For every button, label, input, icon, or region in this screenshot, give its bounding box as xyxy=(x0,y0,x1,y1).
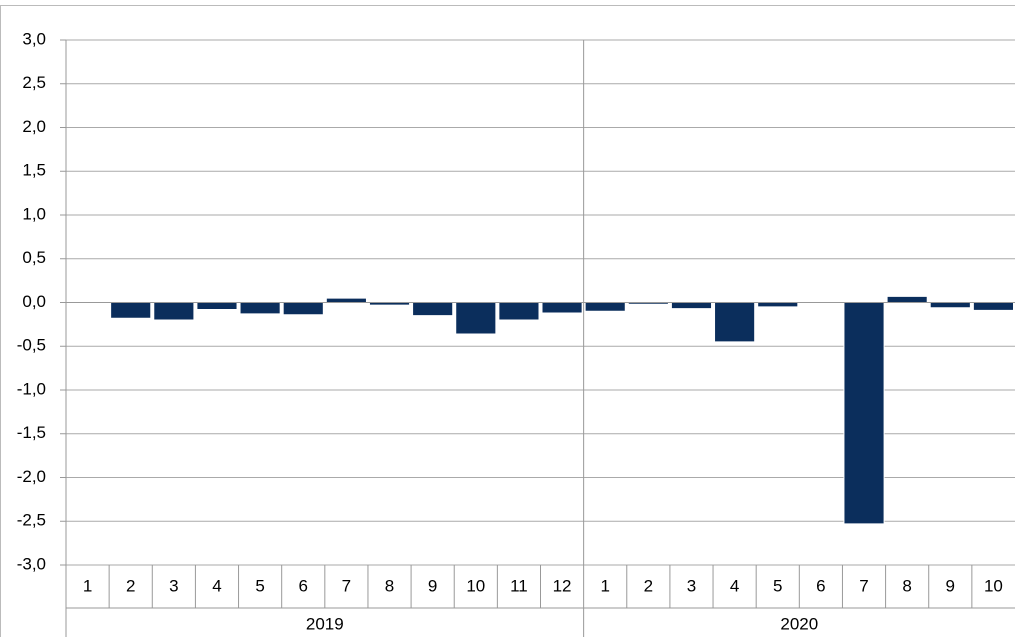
x-tick-label: 1 xyxy=(83,576,92,595)
x-tick-label: 4 xyxy=(212,576,221,595)
x-tick-label: 6 xyxy=(816,576,825,595)
x-tick-label: 6 xyxy=(299,576,308,595)
x-tick-label: 5 xyxy=(773,576,782,595)
bar xyxy=(239,302,281,315)
chart-frame xyxy=(0,5,1015,637)
x-tick-label: 3 xyxy=(169,576,178,595)
group-label: 2020 xyxy=(780,614,818,633)
group-label: 2019 xyxy=(306,614,344,633)
y-tick-label: 1,0 xyxy=(22,204,46,223)
bar xyxy=(196,302,238,310)
y-tick-label: 2,5 xyxy=(22,73,46,92)
y-tick-label: 0,5 xyxy=(22,248,46,267)
y-tick-label: -1,5 xyxy=(17,423,46,442)
bar xyxy=(972,302,1015,311)
x-tick-label: 10 xyxy=(466,576,485,595)
x-tick-label: 8 xyxy=(385,576,394,595)
x-tick-label: 5 xyxy=(255,576,264,595)
bar xyxy=(455,302,497,335)
x-tick-label: 7 xyxy=(342,576,351,595)
bar xyxy=(282,302,324,316)
bar xyxy=(929,302,971,309)
bar xyxy=(757,302,799,308)
bar xyxy=(584,302,626,312)
x-tick-label: 11 xyxy=(510,576,528,595)
y-tick-label: 2,0 xyxy=(22,117,46,136)
bar xyxy=(153,302,195,321)
x-tick-label: 2 xyxy=(644,576,653,595)
bar xyxy=(714,302,756,343)
bar xyxy=(886,295,928,303)
y-tick-label: -0,5 xyxy=(17,336,46,355)
x-tick-label: 4 xyxy=(730,576,739,595)
y-tick-label: 0,0 xyxy=(22,292,46,311)
y-tick-label: -3,0 xyxy=(17,554,46,573)
y-tick-label: 3,0 xyxy=(22,29,46,48)
x-tick-label: 8 xyxy=(902,576,911,595)
bar xyxy=(498,302,540,321)
bar xyxy=(412,302,454,317)
y-tick-label: -1,0 xyxy=(17,379,46,398)
x-tick-label: 12 xyxy=(553,576,572,595)
x-tick-label: 9 xyxy=(428,576,437,595)
x-tick-label: 7 xyxy=(859,576,868,595)
bar xyxy=(541,302,583,314)
bar xyxy=(670,302,713,310)
bar xyxy=(110,302,152,319)
x-tick-label: 2 xyxy=(126,576,135,595)
bar xyxy=(843,302,885,525)
y-tick-label: 1,5 xyxy=(22,161,46,180)
x-tick-label: 1 xyxy=(600,576,609,595)
y-tick-label: -2,0 xyxy=(17,467,46,486)
x-tick-label: 9 xyxy=(946,576,955,595)
x-tick-label: 3 xyxy=(687,576,696,595)
y-tick-label: -2,5 xyxy=(17,511,46,530)
x-tick-label: 10 xyxy=(984,576,1003,595)
bar xyxy=(325,297,367,303)
